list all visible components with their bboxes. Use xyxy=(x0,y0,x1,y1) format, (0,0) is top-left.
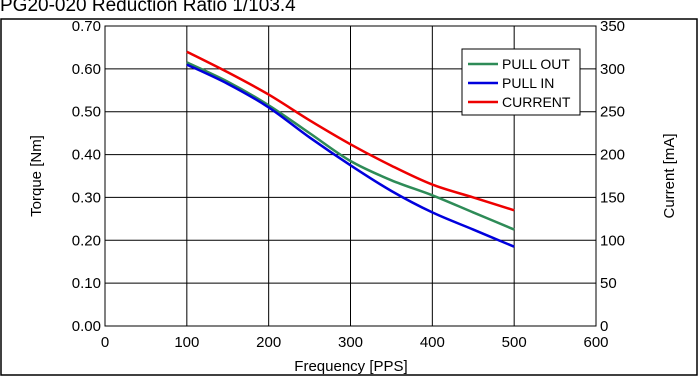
legend: PULL OUT PULL IN CURRENT xyxy=(461,48,581,116)
x-tick-label: 100 xyxy=(174,334,199,351)
x-tick-label: 300 xyxy=(338,334,363,351)
chart-frame xyxy=(0,18,698,376)
y2-tick-label: 150 xyxy=(600,189,625,206)
axes: 0 100 200 300 400 500 6000.000.100.200.300.400… xyxy=(72,18,625,351)
series-line-pull-out xyxy=(186,61,515,231)
x-tick-label: 0 xyxy=(101,334,109,351)
y2-tick-label: 250 xyxy=(600,104,625,121)
y2-tick-label: 0 xyxy=(600,318,608,335)
y2-tick-label: 50 xyxy=(600,275,617,292)
y-tick-label: 0.20 xyxy=(72,232,101,249)
x-tick-label: 500 xyxy=(502,334,527,351)
x-tick-label: 200 xyxy=(256,334,281,351)
y-axis-label: Torque [Nm] xyxy=(28,135,45,217)
y2-tick-label: 100 xyxy=(600,232,625,249)
chart-title: PG20-020 Reduction Ratio 1/103.4 xyxy=(0,0,296,16)
y2-tick-label: 300 xyxy=(600,61,625,78)
y-tick-label: 0.10 xyxy=(72,275,101,292)
y-tick-label: 0.30 xyxy=(72,189,101,206)
x-tick-label: 400 xyxy=(420,334,445,351)
y2-axis-label: Current [mA] xyxy=(661,133,678,218)
y2-tick-label: 200 xyxy=(600,147,625,164)
legend-label-pull-out: PULL OUT xyxy=(502,56,570,72)
x-axis-label: Frequency [PPS] xyxy=(294,358,407,375)
y2-tick-label: 350 xyxy=(600,18,625,35)
y-tick-label: 0.70 xyxy=(72,18,101,35)
y-tick-label: 0.60 xyxy=(72,61,101,78)
x-tick-label: 600 xyxy=(583,334,608,351)
series-lines xyxy=(186,50,515,248)
legend-label-pull-in: PULL IN xyxy=(502,75,554,91)
series-line-pull-in xyxy=(186,63,515,248)
plot-area xyxy=(104,25,597,327)
legend-label-current: CURRENT xyxy=(502,94,571,110)
y-tick-label: 0.50 xyxy=(72,104,101,121)
y-tick-label: 0.40 xyxy=(72,147,101,164)
series-line-current xyxy=(186,50,515,212)
y-tick-label: 0.00 xyxy=(72,318,101,335)
